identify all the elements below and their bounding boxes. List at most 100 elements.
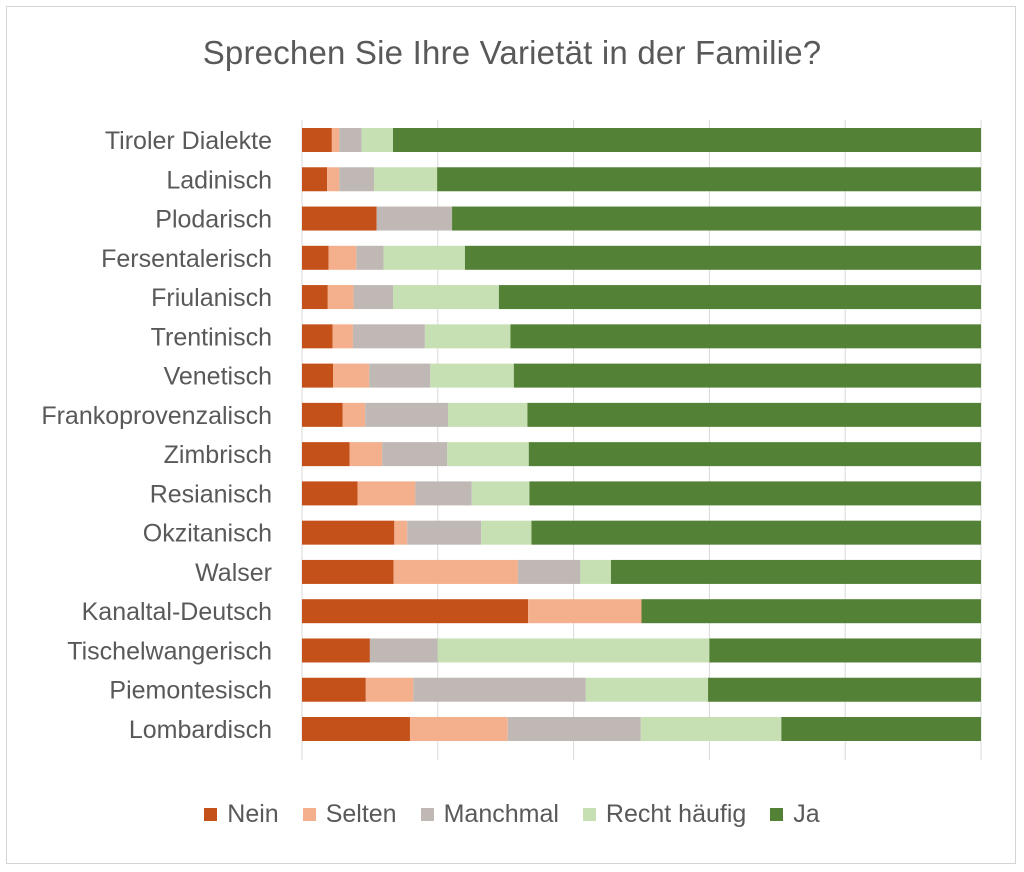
bar-segment xyxy=(328,245,357,270)
bar-segment xyxy=(302,638,370,663)
bar-segment xyxy=(302,677,366,702)
bar-segment xyxy=(302,128,332,152)
bar-segment xyxy=(373,167,438,192)
bar-segment xyxy=(342,402,366,427)
bar-segment xyxy=(302,363,334,388)
bar-segment xyxy=(392,128,982,152)
bar-segment xyxy=(529,481,981,506)
bar-segment xyxy=(641,599,981,624)
legend-item: Selten xyxy=(302,800,397,829)
legend-item: Recht häufig xyxy=(582,800,747,829)
bar-segment xyxy=(327,167,340,192)
category-label: Frankoprovenzalisch xyxy=(41,402,272,430)
category-label: Plodarisch xyxy=(155,206,272,234)
bar-segment xyxy=(353,285,393,310)
legend-item: Manchmal xyxy=(420,800,559,829)
category-label: Friulanisch xyxy=(151,284,272,312)
bar-segment xyxy=(394,520,408,545)
bar-segment xyxy=(327,285,354,310)
bar-segment xyxy=(513,363,981,388)
bar-segment xyxy=(382,442,448,467)
bar-segment xyxy=(708,677,981,702)
category-label: Resianisch xyxy=(150,480,272,508)
bar-segment xyxy=(302,402,343,427)
bar-segment xyxy=(447,442,529,467)
bar-segment xyxy=(407,520,482,545)
bar-segment xyxy=(498,285,981,310)
bar-segment xyxy=(413,677,586,702)
bar-segment xyxy=(302,324,333,349)
bar-segment xyxy=(528,442,981,467)
bar-segment xyxy=(361,128,393,152)
category-label: Walser xyxy=(195,559,272,587)
legend-swatch xyxy=(582,808,596,821)
category-label: Okzitanisch xyxy=(143,520,272,548)
bar-segment xyxy=(302,167,328,192)
bar-segment xyxy=(430,363,514,388)
category-label: Ladinisch xyxy=(166,166,272,194)
legend-label: Ja xyxy=(793,800,820,828)
chart-legend: Nein Selten Manchmal Recht häufig Ja xyxy=(0,800,1024,829)
bar-segment xyxy=(331,128,340,152)
legend-item: Nein xyxy=(204,800,279,829)
bar-segment xyxy=(365,402,448,427)
bar-segment xyxy=(302,520,395,545)
bar-segment xyxy=(369,638,438,663)
legend-label: Recht häufig xyxy=(605,800,747,828)
bar-segment xyxy=(332,324,353,349)
category-label: Fersentalerisch xyxy=(101,245,272,273)
bar-segment xyxy=(471,481,530,506)
bar-segment xyxy=(302,481,358,506)
legend-swatch xyxy=(302,808,316,821)
bar-segment xyxy=(352,324,425,349)
bar-segment xyxy=(781,717,981,741)
bar-segment xyxy=(437,167,982,192)
bar-segment xyxy=(510,324,981,349)
legend-swatch xyxy=(420,808,434,821)
bar-segment xyxy=(333,363,370,388)
bar-segment xyxy=(383,245,465,270)
category-label: Piemontesisch xyxy=(109,677,272,705)
bar-segment xyxy=(709,638,981,663)
category-label: Lombardisch xyxy=(129,716,272,744)
bar-segment xyxy=(447,402,528,427)
bar-segment xyxy=(302,442,350,467)
category-label: Kanaltal-Deutsch xyxy=(82,598,272,626)
bar-segment xyxy=(365,677,414,702)
bar-segment xyxy=(302,206,377,231)
bar-segment xyxy=(302,717,410,741)
bar-segment xyxy=(640,717,782,741)
chart-title: Sprechen Sie Ihre Varietät in der Famili… xyxy=(202,34,822,71)
bar-segment xyxy=(527,402,981,427)
bar-segment xyxy=(507,717,641,741)
bar-segment xyxy=(528,599,642,624)
bar-segment xyxy=(302,285,328,310)
bar-segment xyxy=(424,324,511,349)
bar-segment xyxy=(302,599,529,624)
legend-label: Selten xyxy=(325,800,397,828)
bar-segment xyxy=(517,559,581,584)
legend-swatch xyxy=(770,808,784,821)
legend-swatch xyxy=(204,808,218,821)
category-label: Venetisch xyxy=(164,363,272,391)
category-label: Trentinisch xyxy=(151,323,272,351)
bar-segment xyxy=(393,559,518,584)
bar-segment xyxy=(415,481,472,506)
bar-segment xyxy=(339,167,374,192)
bar-segment xyxy=(357,481,416,506)
bar-segment xyxy=(409,717,508,741)
bar-segment xyxy=(464,245,982,270)
bar-segment xyxy=(531,520,981,545)
bar-segment xyxy=(437,638,710,663)
category-label: Tischelwangerisch xyxy=(67,637,272,665)
bar-segment xyxy=(339,128,362,152)
bar-segment xyxy=(481,520,532,545)
bar-segment xyxy=(610,559,981,584)
legend-label: Manchmal xyxy=(443,800,559,828)
bar-segment xyxy=(392,285,499,310)
bar-segment xyxy=(349,442,383,467)
legend-item: Ja xyxy=(770,800,820,829)
bar-segment xyxy=(302,245,329,270)
bar-segment xyxy=(369,363,431,388)
